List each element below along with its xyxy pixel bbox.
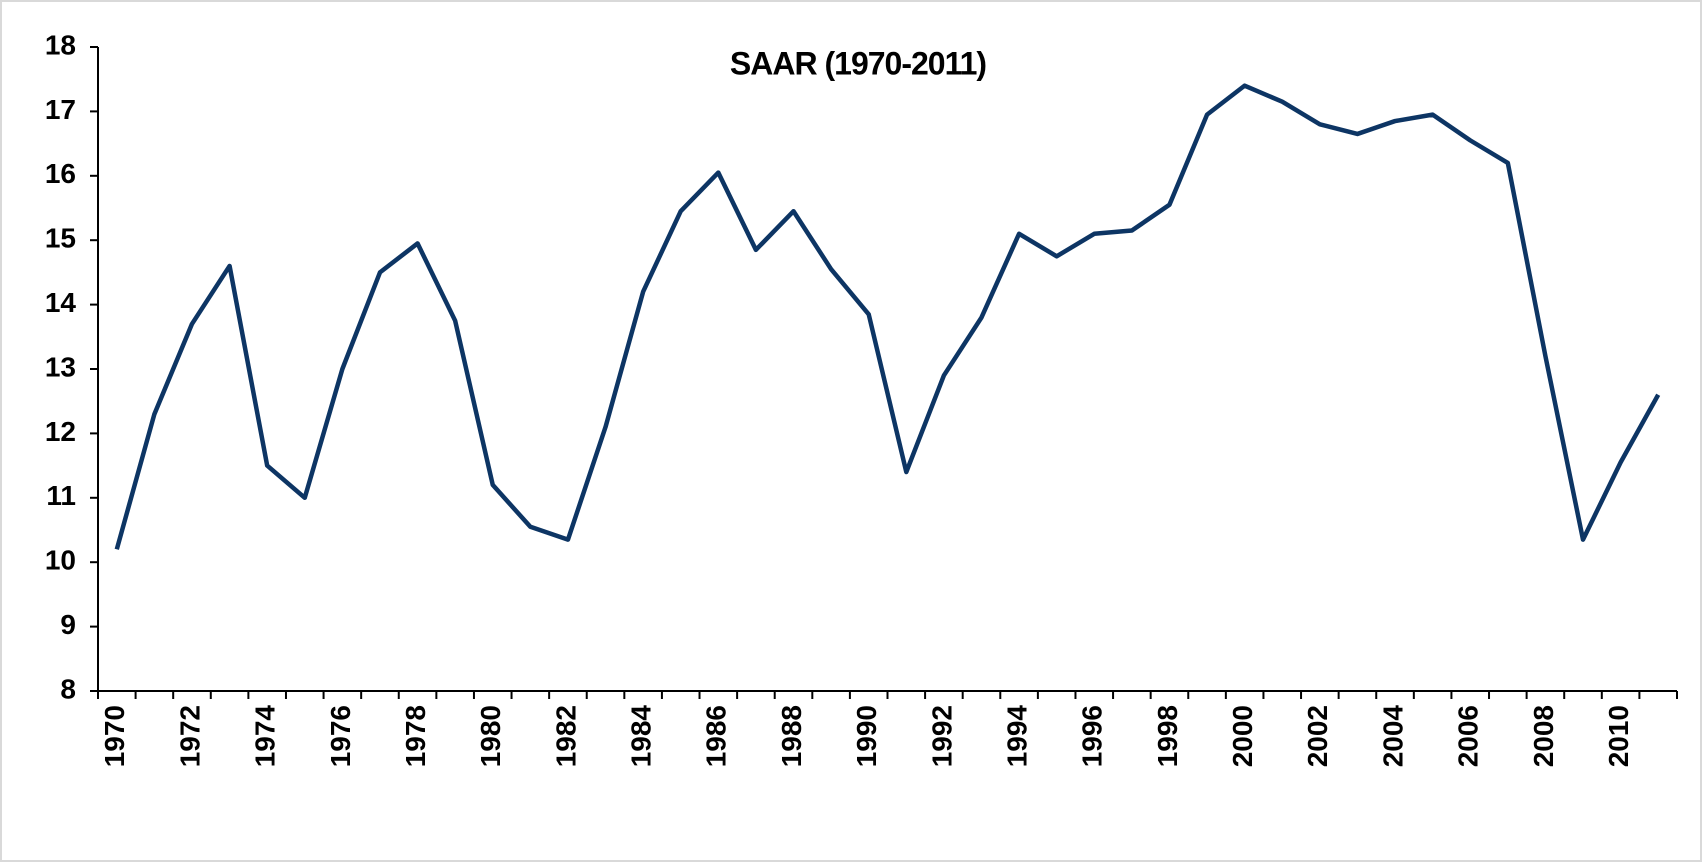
x-tick-label: 1990 <box>851 705 882 767</box>
x-tick-label: 1984 <box>626 705 657 768</box>
x-tick-label: 1978 <box>400 705 431 767</box>
x-tick-label: 1970 <box>99 705 130 767</box>
x-tick-label: 2004 <box>1377 705 1408 768</box>
y-tick-label: 16 <box>45 158 76 189</box>
y-tick-label: 15 <box>45 223 76 254</box>
x-tick-label: 2010 <box>1603 705 1634 767</box>
data-line <box>114 83 1661 550</box>
x-tick-label: 1994 <box>1001 705 1032 768</box>
x-tick-label: 2002 <box>1302 705 1333 767</box>
x-tick-label: 1996 <box>1077 705 1108 767</box>
y-tick-label: 13 <box>45 351 76 382</box>
x-tick-label: 1986 <box>701 705 732 767</box>
x-tick-label: 2006 <box>1453 705 1484 767</box>
x-tick-label: 1982 <box>550 705 581 767</box>
y-tick-label: 14 <box>45 287 77 318</box>
x-tick-label: 1976 <box>325 705 356 767</box>
x-tick-label: 2000 <box>1227 705 1258 767</box>
y-tick-label: 8 <box>60 673 76 704</box>
x-tick-label: 1992 <box>926 705 957 767</box>
x-tick-label: 2008 <box>1528 705 1559 767</box>
y-tick-label: 12 <box>45 416 76 447</box>
x-tick-label: 1972 <box>174 705 205 767</box>
x-tick-label: 1974 <box>250 705 281 768</box>
chart-title: SAAR (1970-2011) <box>730 45 986 81</box>
x-tick-label: 1980 <box>475 705 506 767</box>
y-tick-label: 11 <box>46 480 76 511</box>
y-tick-label: 17 <box>45 94 76 125</box>
y-tick-label: 18 <box>45 29 76 60</box>
y-tick-label: 10 <box>45 545 76 576</box>
y-tick-label: 9 <box>60 609 76 640</box>
x-tick-label: 1998 <box>1152 705 1183 767</box>
x-tick-label: 1988 <box>776 705 807 767</box>
